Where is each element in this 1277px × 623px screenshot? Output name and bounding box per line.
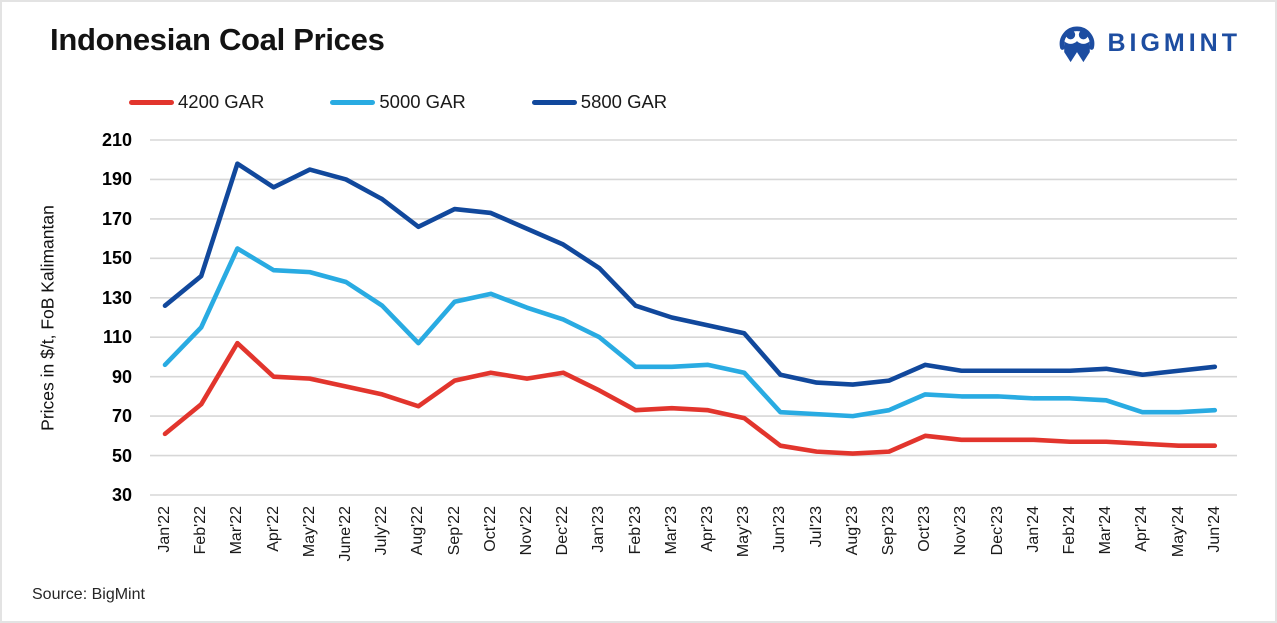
line-chart: Prices in $/t, FoB Kalimantan 210 190 170 1…	[2, 130, 1275, 602]
x-tick-label: Apr'22	[264, 506, 282, 552]
x-tick-label: Jan'24	[1024, 506, 1042, 553]
x-tick-label: Aug'23	[843, 506, 861, 556]
legend-item-4200-gar: 4200 GAR	[129, 91, 264, 113]
legend-label-4200-gar: 4200 GAR	[178, 91, 265, 112]
y-tick-label: 30	[111, 485, 132, 505]
y-tick-label: 170	[101, 208, 132, 229]
legend-swatch-5800-gar	[531, 99, 577, 105]
legend-swatch-5000-gar	[330, 99, 376, 105]
x-tick-label: Feb'22	[192, 506, 210, 555]
y-tick-label: 90	[111, 366, 132, 387]
legend-swatch-4200-gar	[129, 99, 174, 105]
bigmint-logo: BIGMINT	[1055, 22, 1241, 64]
x-tick-label: Mar'22	[228, 506, 246, 555]
legend-item-5000-gar: 5000 GAR	[330, 91, 466, 113]
bigmint-logo-text: BIGMINT	[1107, 28, 1241, 57]
x-tick-label: May'23	[735, 506, 753, 558]
legend-item-5800-gar: 5800 GAR	[531, 91, 668, 113]
page-title: Indonesian Coal Prices	[50, 22, 385, 57]
legend-label-5000-gar: 5000 GAR	[379, 91, 466, 112]
x-tick-label: Sep'22	[445, 506, 463, 556]
x-tick-label: Dec'22	[554, 506, 572, 556]
x-tick-label: May'24	[1169, 506, 1187, 558]
chart-legend: 4200 GAR 5000 GAR 5800 GAR	[129, 91, 733, 113]
series-line-5000-gar	[162, 246, 1218, 419]
x-tick-label: Feb'23	[626, 506, 644, 555]
x-tick-label: Mar'24	[1097, 506, 1115, 555]
x-tick-label: Jun'24	[1205, 506, 1223, 553]
x-tick-label: Oct'23	[916, 506, 934, 552]
x-tick-label: Mar'23	[662, 506, 680, 555]
y-tick-label: 50	[111, 445, 132, 466]
y-tick-label: 70	[111, 406, 132, 427]
x-tick-label: Nov'22	[518, 506, 535, 556]
y-tick-label: 130	[101, 287, 132, 308]
source-note: Source: BigMint	[32, 586, 145, 603]
x-tick-label: Aug'22	[409, 506, 427, 556]
x-tick-label: Jul'23	[807, 506, 825, 548]
legend-label-5800-gar: 5800 GAR	[580, 91, 668, 112]
plot-area	[150, 139, 1237, 496]
x-tick-label: Feb'24	[1061, 506, 1078, 555]
series-line-4200-gar	[162, 340, 1218, 456]
x-tick-label: Nov'23	[952, 506, 970, 556]
y-tick-label: 110	[102, 327, 132, 348]
x-tick-label: Apr'24	[1133, 506, 1151, 552]
y-tick-label: 190	[101, 169, 132, 190]
bigmint-logo-icon	[1055, 22, 1099, 64]
x-tick-label: Oct'22	[481, 506, 499, 552]
x-tick-label: May'22	[300, 506, 318, 558]
x-tick-label: July'22	[373, 506, 391, 556]
x-tick-label: Sep'23	[880, 506, 897, 556]
x-tick-label: Dec'23	[988, 506, 1006, 556]
x-tick-label: Jan'22	[156, 506, 173, 553]
y-tick-label: 150	[101, 248, 132, 269]
y-axis-title: Prices in $/t, FoB Kalimantan	[37, 205, 58, 431]
x-tick-label: Apr'23	[699, 506, 716, 552]
series-line-5800-gar	[162, 161, 1218, 387]
y-tick-label: 210	[101, 130, 132, 150]
x-tick-label: Jun'23	[771, 506, 789, 553]
x-tick-label: June'22	[337, 506, 354, 562]
x-tick-label: Jan'23	[590, 506, 608, 553]
